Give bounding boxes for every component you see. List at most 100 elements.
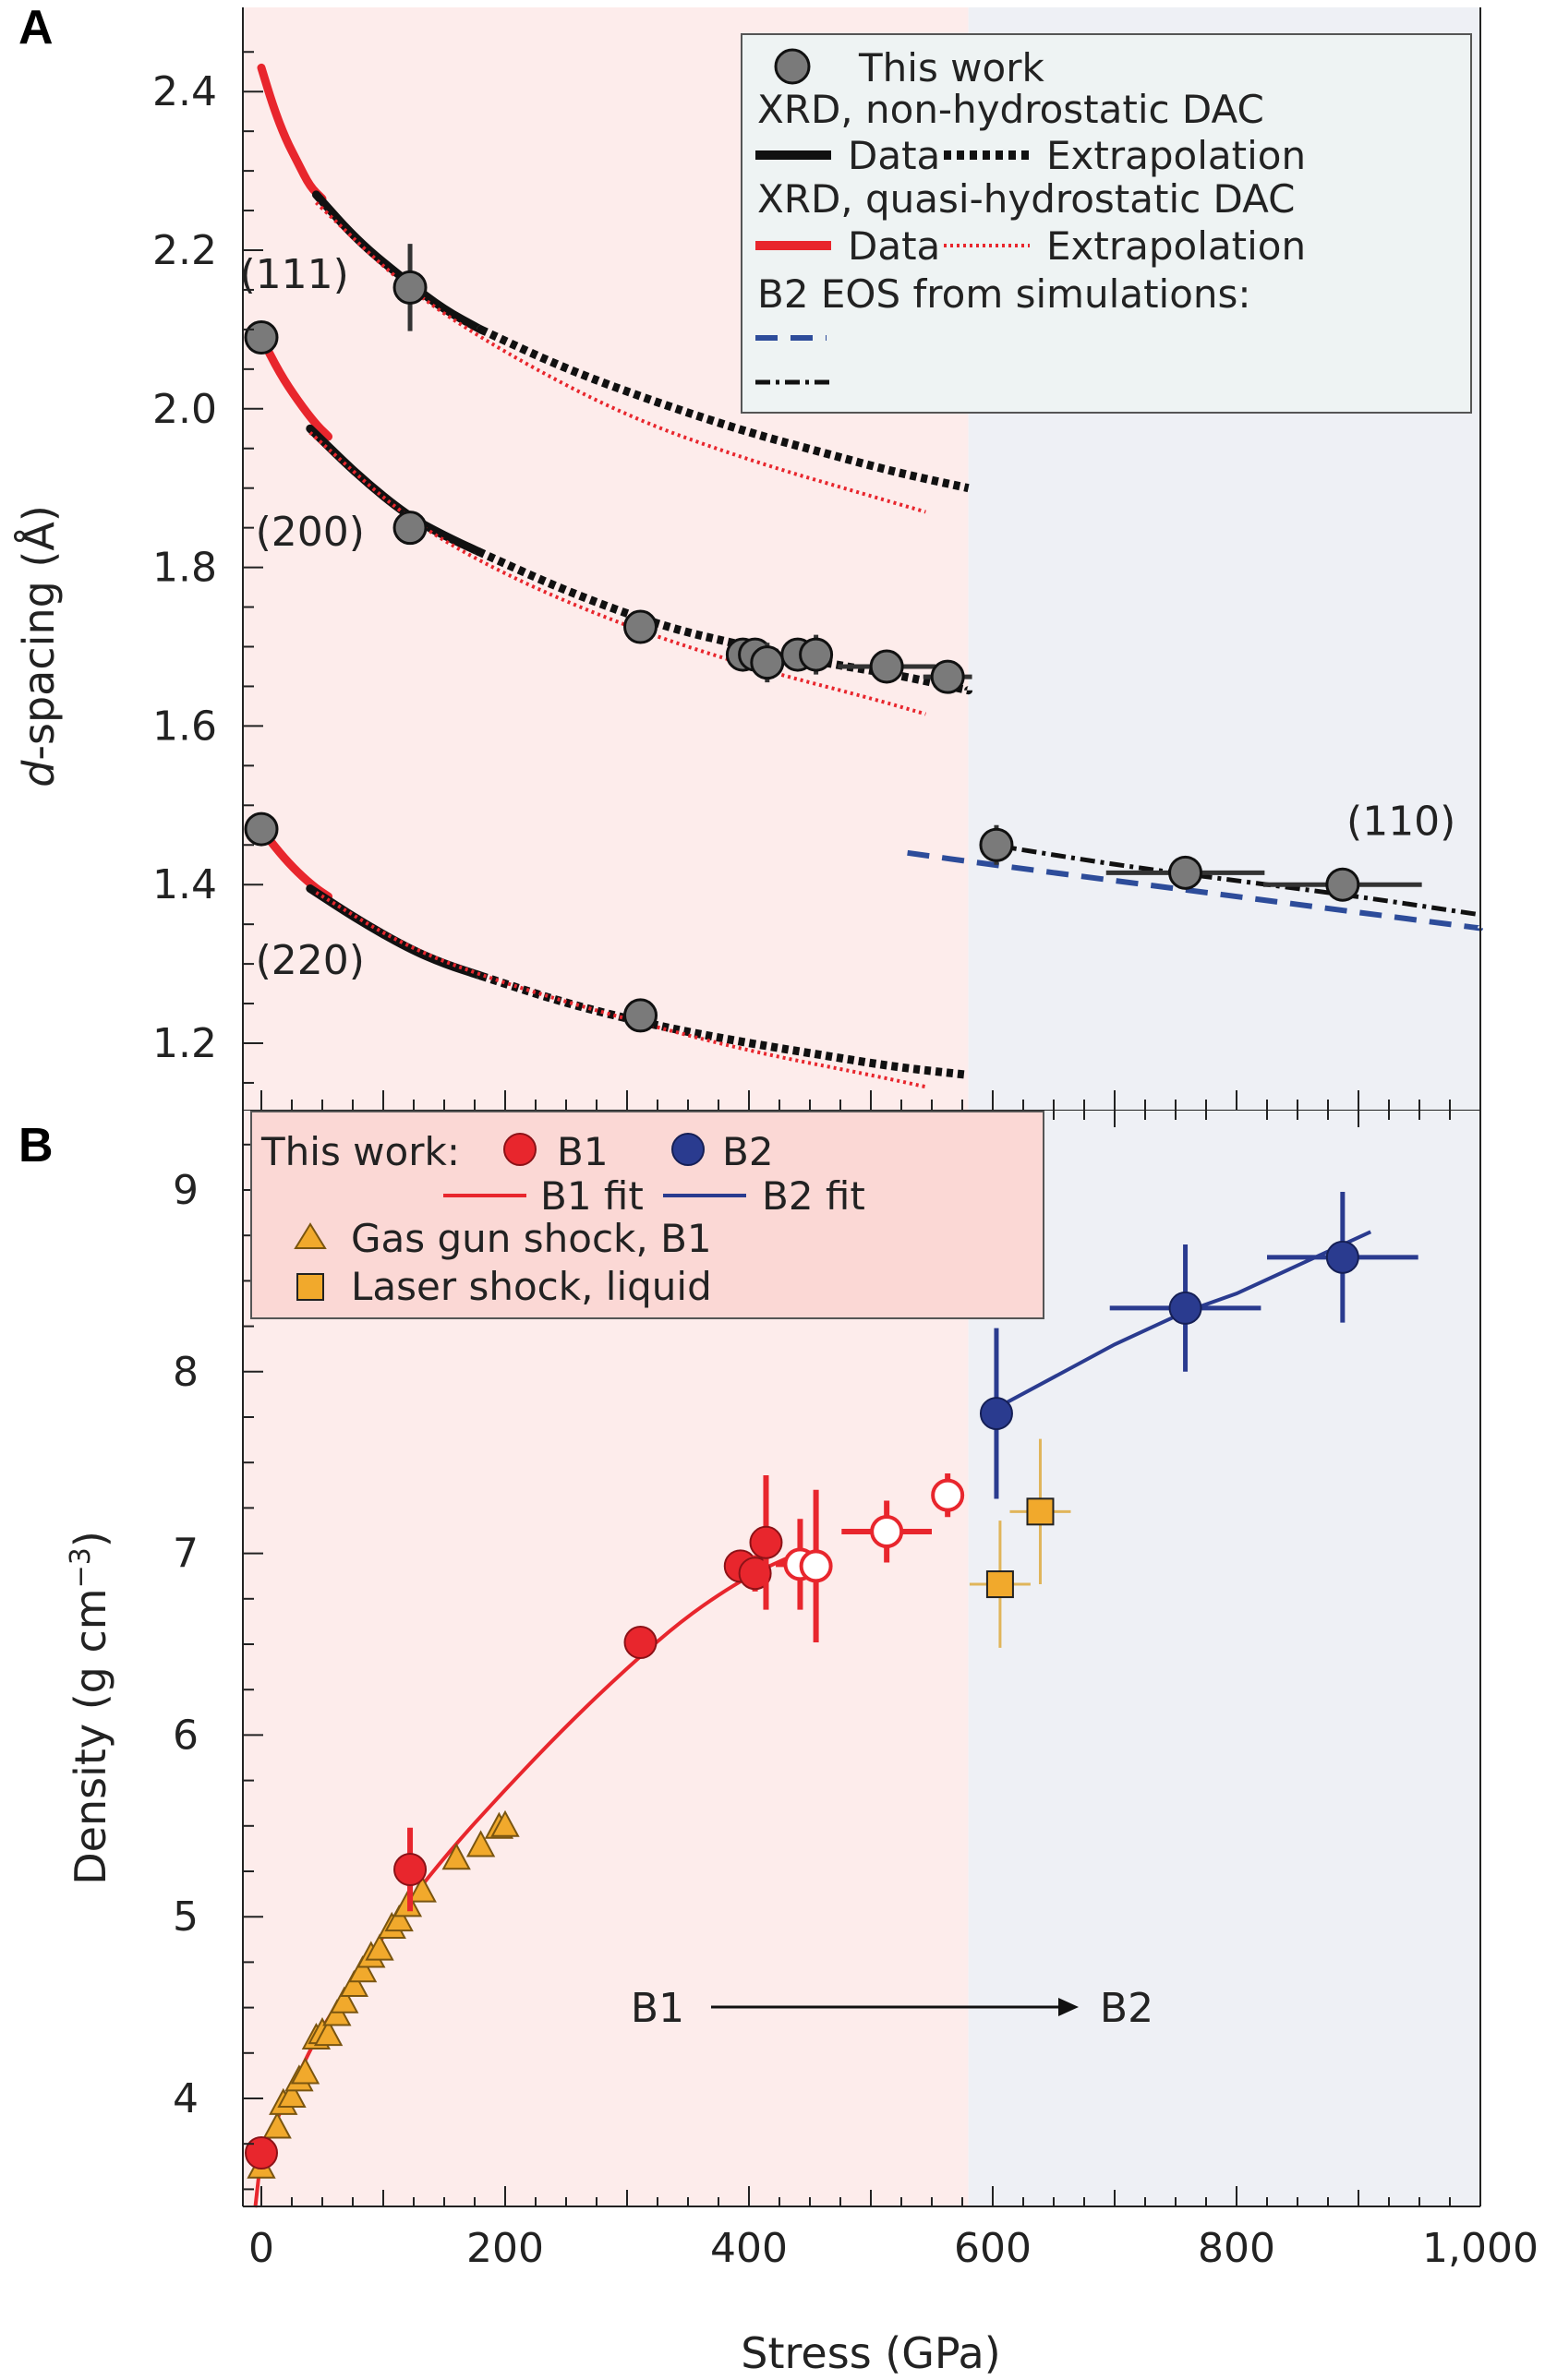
a-series-13-black-dashdot xyxy=(992,842,1483,918)
panel-b-points xyxy=(245,1191,1418,2179)
legend-gas-gun-label: Gas gun shock, B1 xyxy=(351,1216,712,1261)
gas-gun-point-12 xyxy=(347,1955,378,1983)
b1-point-1 xyxy=(393,1853,428,1887)
panel-b-axes: 4 5 6 7 8 9 0 200 400 600 800 1,000 xyxy=(173,1111,1539,2272)
gas-gun-point-5 xyxy=(290,2057,320,2085)
panel-a-annotations: (111) (200) (220) (110) xyxy=(239,251,1455,984)
gas-gun-point-19 xyxy=(441,1843,471,1870)
b-xtick-label-0: 0 xyxy=(248,2225,274,2272)
panel-a: 1.21.41.61.82.02.22.4 (111)(200)(220)(11… xyxy=(14,1,1483,1112)
legend-b2-eos-title: B2 EOS from simulations: xyxy=(757,271,1251,317)
b-xtick-label-5: 1,000 xyxy=(1422,2225,1539,2272)
panel-a-ylabel: d-spacing (Å) xyxy=(14,505,64,787)
a-peak-label-0: (111) xyxy=(239,251,348,298)
b1-point-2 xyxy=(623,1626,658,1660)
a-point-8 xyxy=(799,637,834,672)
a-series-12-blue-dashed xyxy=(907,849,1483,932)
b-ytick-label-1: 5 xyxy=(173,1893,199,1941)
laser-point-1 xyxy=(1026,1497,1055,1526)
a-ytick-label-5: 2.2 xyxy=(152,227,217,274)
a-point-12 xyxy=(623,998,658,1033)
panel-b-letter: B xyxy=(18,1119,54,1172)
b-ytick-label-4: 8 xyxy=(173,1349,199,1396)
b1-open-point-1 xyxy=(799,1549,833,1583)
gas-gun-point-8 xyxy=(313,2019,344,2047)
panel-b: 4 5 6 7 8 9 0 200 400 600 800 1,000 B1 B2 This work… xyxy=(18,1111,1539,2378)
legend-this-work-b: This work: xyxy=(260,1129,460,1174)
b-ytick-label-2: 6 xyxy=(173,1712,199,1759)
a-ytick-label-2: 1.6 xyxy=(152,703,217,750)
b-ytick-label-0: 4 xyxy=(173,2075,199,2122)
legend-nonhydro-extrap-label: Extrapolation xyxy=(1046,133,1306,178)
gas-gun-point-11 xyxy=(339,1969,368,1997)
legend-this-work-marker xyxy=(774,48,811,85)
b2-point-0 xyxy=(979,1397,1013,1431)
legend-quasi-data-label: Data xyxy=(848,223,940,269)
a-ytick-label-3: 1.8 xyxy=(152,545,217,592)
transition-label-b2: B2 xyxy=(1100,1985,1153,2032)
a-point-10 xyxy=(930,659,965,694)
legend-b1-label: B1 xyxy=(557,1129,609,1174)
a-peak-label-2: (220) xyxy=(256,937,365,984)
panel-b-ylabel-main: Density (g cm xyxy=(66,1588,115,1884)
a-point-14 xyxy=(1168,855,1203,890)
b2-point-2 xyxy=(1325,1240,1359,1274)
a-ytick-label-1: 1.4 xyxy=(152,861,217,908)
b1-point-0 xyxy=(245,2136,278,2170)
legend-this-work-label: This work xyxy=(858,45,1044,90)
transition-label-b1: B1 xyxy=(631,1985,684,2032)
legend-gas-gun-marker xyxy=(294,1222,327,1249)
legend-b2-fit-label: B2 fit xyxy=(762,1173,865,1219)
b1-open-point-3 xyxy=(931,1478,965,1512)
legend-b1-marker xyxy=(503,1133,537,1166)
a-point-15 xyxy=(1325,867,1360,902)
laser-point-0 xyxy=(985,1570,1014,1599)
a-series-7-red-dotted xyxy=(308,431,926,716)
a-point-0 xyxy=(244,319,279,355)
a-peak-label-3: (110) xyxy=(1346,798,1455,845)
b-xtick-label-1: 200 xyxy=(466,2225,544,2272)
panel-a-legend: This work XRD, non-hydrostatic DAC Data … xyxy=(741,33,1472,414)
gas-gun-point-10 xyxy=(330,1986,359,2013)
gas-gun-point-18 xyxy=(407,1875,437,1903)
b-ytick-label-3: 7 xyxy=(173,1531,199,1578)
transition-arrow-head xyxy=(1058,1998,1079,2016)
a-series-2-black-dotted xyxy=(478,325,970,493)
legend-nonhydro-data-label: Data xyxy=(848,133,940,178)
a-point-9 xyxy=(869,649,904,684)
b1-point-4 xyxy=(738,1557,772,1591)
a-ytick-label-4: 2.0 xyxy=(152,386,217,433)
legend-quasi-extrap-label: Extrapolation xyxy=(1046,223,1306,269)
legend-b1-fit-label: B1 fit xyxy=(540,1173,644,1219)
a-point-3 xyxy=(623,609,658,644)
b1-open-point-2 xyxy=(870,1514,904,1548)
b-ytick-label-5: 9 xyxy=(173,1167,199,1214)
panel-a-ylabel-rest: -spacing (Å) xyxy=(14,505,64,760)
panel-b-ylabel-end: ) xyxy=(66,1531,115,1547)
gas-gun-point-16 xyxy=(384,1905,414,1932)
panel-a-points xyxy=(244,244,1422,1033)
legend-b2-label: B2 xyxy=(722,1129,774,1174)
a-ytick-label-0: 1.2 xyxy=(152,1020,217,1067)
panel-b-b2-region xyxy=(968,1111,1480,2206)
a-ytick-label-6: 2.4 xyxy=(152,68,217,115)
b-xtick-label-4: 800 xyxy=(1198,2225,1275,2272)
legend-b-box xyxy=(250,1111,1044,1319)
panel-b-ylabel: Density (g cm−3) xyxy=(65,1531,116,1885)
gas-gun-point-22 xyxy=(490,1809,520,1837)
legend-laser-marker xyxy=(296,1273,324,1301)
gas-gun-point-3 xyxy=(277,2080,307,2109)
a-point-6 xyxy=(750,645,785,680)
panel-a-ylabel-italic: d xyxy=(14,760,64,787)
a-point-13 xyxy=(979,827,1014,862)
panel-b-legend: This work: B1 B2 B1 fit B2 fit Gas gun s… xyxy=(250,1111,1044,1319)
panel-b-xlabel: Stress (GPa) xyxy=(741,2328,1000,2378)
a-peak-label-1: (200) xyxy=(256,509,365,556)
a-series-3-red-dotted xyxy=(315,201,926,514)
gas-gun-point-1 xyxy=(262,2111,292,2139)
a-series-10-black-dotted xyxy=(479,971,970,1079)
b1-point-5 xyxy=(749,1525,783,1559)
panel-a-lines xyxy=(257,63,1483,1089)
legend-quasi-title: XRD, quasi-hydrostatic DAC xyxy=(757,176,1295,222)
